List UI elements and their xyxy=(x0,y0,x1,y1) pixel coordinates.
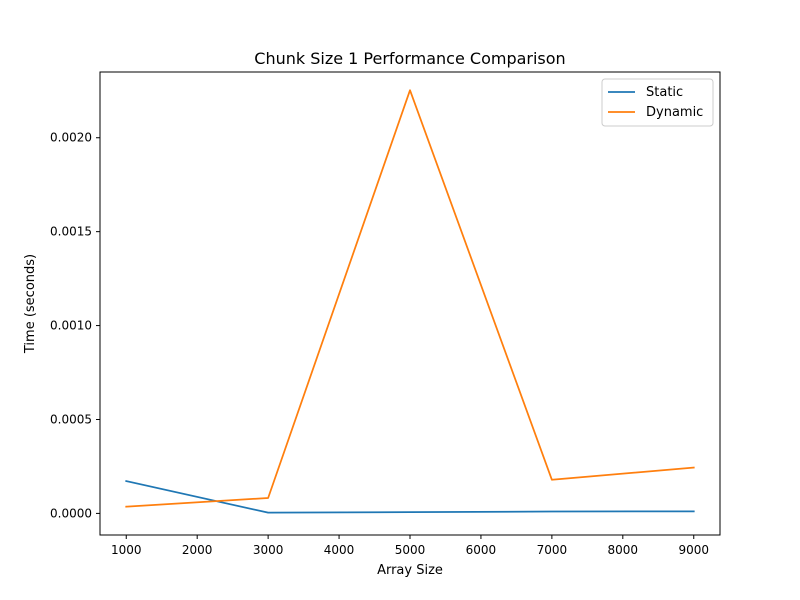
plot-area-frame xyxy=(99,71,721,536)
x-tick-label: 3000 xyxy=(253,543,284,557)
legend-label-static: Static xyxy=(646,85,683,100)
x-tick-label: 2000 xyxy=(182,543,213,557)
x-tick-label: 7000 xyxy=(537,543,568,557)
y-axis-ticks: 0.0000 0.0005 0.0010 0.0015 0.0020 xyxy=(50,131,100,520)
series-line-dynamic xyxy=(125,89,695,508)
x-tick-label: 5000 xyxy=(395,543,426,557)
x-tick-label: 4000 xyxy=(324,543,355,557)
series-line-static xyxy=(125,480,695,514)
legend: Static Dynamic xyxy=(601,78,714,127)
y-tick-label: 0.0015 xyxy=(50,225,92,239)
legend-label-dynamic: Dynamic xyxy=(646,105,703,120)
y-tick-label: 0.0020 xyxy=(50,131,92,145)
y-tick-label: 0.0000 xyxy=(50,506,92,520)
x-tick-label: 6000 xyxy=(466,543,497,557)
series-layer xyxy=(125,89,695,514)
y-tick-label: 0.0010 xyxy=(50,319,92,333)
y-axis-label: Time (seconds) xyxy=(23,254,38,354)
x-tick-label: 8000 xyxy=(608,543,639,557)
x-tick-label: 9000 xyxy=(678,543,709,557)
x-axis-label: Array Size xyxy=(377,563,443,578)
y-tick-label: 0.0005 xyxy=(50,412,92,426)
x-axis-ticks: 1000 2000 3000 4000 5000 6000 7000 8000 9000 xyxy=(111,535,709,557)
x-tick-label: 1000 xyxy=(111,543,142,557)
chart-title: Chunk Size 1 Performance Comparison xyxy=(254,49,565,68)
legend-box xyxy=(601,78,714,127)
